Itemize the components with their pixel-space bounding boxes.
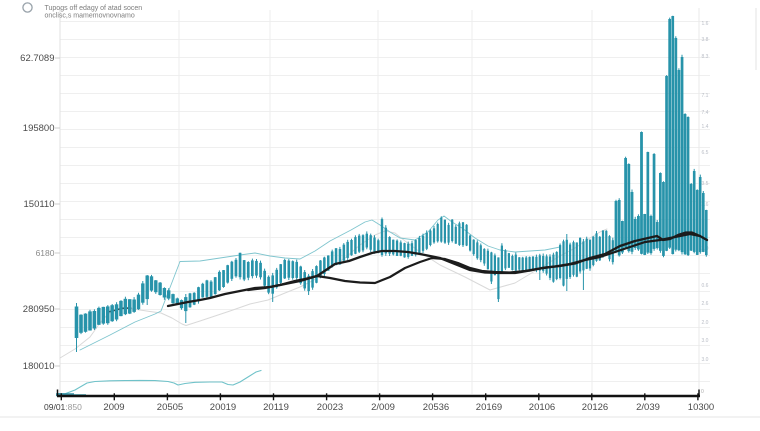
svg-text:6.5: 6.5 <box>702 150 709 156</box>
svg-text:2009: 2009 <box>103 402 124 413</box>
svg-text:6180: 6180 <box>36 248 55 258</box>
svg-text:1.4: 1.4 <box>702 124 709 130</box>
svg-text:3.0: 3.0 <box>702 338 709 344</box>
svg-text:20106: 20106 <box>529 402 555 413</box>
svg-text:3.8: 3.8 <box>702 37 709 43</box>
svg-text:20023: 20023 <box>317 402 343 413</box>
svg-text:0.6: 0.6 <box>702 283 709 289</box>
svg-text:20505: 20505 <box>157 402 183 413</box>
svg-text:2.0: 2.0 <box>702 320 709 326</box>
svg-text:7.1: 7.1 <box>702 93 709 99</box>
svg-text:2/039: 2/039 <box>636 402 660 413</box>
svg-text:Tupogs off edagy of atad socen: Tupogs off edagy of atad socen <box>45 5 143 12</box>
svg-text:2.6: 2.6 <box>702 301 709 307</box>
svg-text:8.3: 8.3 <box>702 54 709 60</box>
svg-text:280950: 280950 <box>23 304 55 315</box>
svg-text:20536: 20536 <box>423 402 449 413</box>
svg-text:180010: 180010 <box>23 361 55 372</box>
svg-text:7.4: 7.4 <box>702 110 709 116</box>
svg-text:20126: 20126 <box>582 402 608 413</box>
svg-text:3.6: 3.6 <box>702 202 709 208</box>
svg-text:20019: 20019 <box>210 402 236 413</box>
svg-text:10300: 10300 <box>688 402 714 413</box>
svg-text:0: 0 <box>701 389 704 395</box>
svg-text:3.5: 3.5 <box>702 181 709 187</box>
svg-text:2/009: 2/009 <box>371 402 395 413</box>
svg-text:onclisc,s mamemovnovnamo: onclisc,s mamemovnovnamo <box>45 13 135 20</box>
svg-text:20119: 20119 <box>263 402 289 413</box>
svg-text:09/01:850: 09/01:850 <box>44 402 82 412</box>
svg-text:3.0: 3.0 <box>702 357 709 363</box>
svg-text:150110: 150110 <box>24 199 55 210</box>
svg-text:195800: 195800 <box>23 123 55 134</box>
svg-text:62.7089: 62.7089 <box>20 53 54 64</box>
svg-text:1.6: 1.6 <box>702 21 709 27</box>
svg-text:20169: 20169 <box>476 402 502 413</box>
